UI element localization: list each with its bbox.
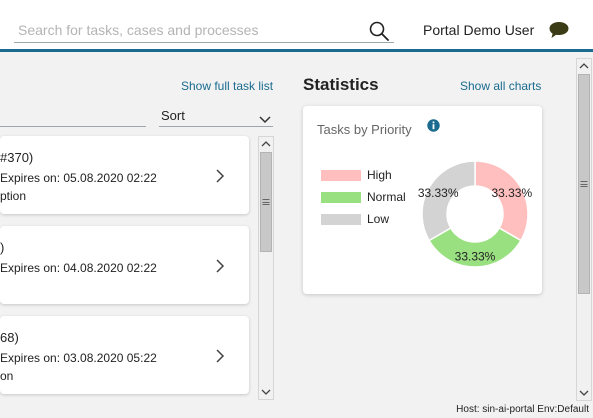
legend-label: High bbox=[367, 168, 392, 182]
chart-title: Tasks by Priority bbox=[317, 122, 412, 137]
task-expiry: Expires on: 04.08.2020 02:22 bbox=[0, 261, 157, 275]
scroll-down-arrow[interactable] bbox=[577, 386, 591, 400]
show-all-charts-link[interactable]: Show all charts bbox=[460, 79, 542, 93]
chevron-down-icon bbox=[259, 112, 271, 124]
scroll-thumb[interactable] bbox=[578, 74, 590, 294]
task-expiry: Expires on: 03.08.2020 05:22 bbox=[0, 351, 157, 365]
scroll-thumb[interactable] bbox=[260, 152, 272, 252]
scroll-up-arrow[interactable] bbox=[577, 59, 591, 73]
host-env-info: Host: sin-ai-portal Env:Default bbox=[456, 404, 589, 415]
donut-slice-high[interactable] bbox=[474, 160, 529, 242]
chat-icon[interactable] bbox=[548, 20, 570, 40]
donut-label-low: 33.33% bbox=[418, 186, 459, 200]
task-title: 68) bbox=[0, 330, 19, 345]
show-full-task-list-link[interactable]: Show full task list bbox=[181, 79, 274, 93]
info-icon[interactable] bbox=[427, 119, 440, 132]
task-list-scrollbar[interactable] bbox=[258, 136, 274, 400]
chevron-right-icon[interactable] bbox=[214, 348, 226, 364]
task-title: ) bbox=[0, 240, 5, 255]
task-card[interactable]: ) Expires on: 04.08.2020 02:22 bbox=[0, 226, 249, 304]
chevron-right-icon[interactable] bbox=[214, 168, 226, 184]
task-filter-input[interactable] bbox=[0, 126, 146, 127]
user-name[interactable]: Portal Demo User bbox=[423, 22, 535, 38]
legend-label: Low bbox=[367, 212, 390, 226]
search-icon[interactable] bbox=[368, 20, 390, 42]
page-scrollbar[interactable] bbox=[576, 58, 592, 401]
donut-slice-normal[interactable] bbox=[428, 226, 522, 268]
legend-swatch bbox=[321, 214, 361, 225]
global-search-input[interactable] bbox=[14, 17, 394, 43]
sort-select[interactable]: Sort bbox=[159, 106, 273, 127]
task-expiry: Expires on: 05.08.2020 02:22 bbox=[0, 171, 157, 185]
legend-label: Normal bbox=[367, 190, 406, 204]
scroll-down-arrow[interactable] bbox=[259, 385, 273, 399]
task-list: #370) Expires on: 05.08.2020 02:22 ption… bbox=[0, 133, 258, 401]
donut-label-high: 33.33% bbox=[491, 186, 532, 200]
task-description: ption bbox=[0, 189, 27, 203]
donut-slice-low[interactable] bbox=[421, 160, 476, 242]
sort-label: Sort bbox=[161, 108, 185, 123]
donut-label-normal: 33.33% bbox=[455, 250, 496, 264]
statistics-title: Statistics bbox=[303, 75, 379, 94]
task-title: #370) bbox=[0, 150, 34, 165]
donut-chart[interactable]: 33.33% 33.33% 33.33% bbox=[415, 154, 535, 274]
task-card[interactable]: #370) Expires on: 05.08.2020 02:22 ption bbox=[0, 136, 249, 214]
legend-swatch bbox=[321, 192, 361, 203]
top-header: Portal Demo User bbox=[0, 0, 593, 52]
legend-swatch bbox=[321, 170, 361, 181]
task-card[interactable]: 68) Expires on: 03.08.2020 05:22 on bbox=[0, 316, 249, 394]
chevron-right-icon[interactable] bbox=[214, 258, 226, 274]
scroll-up-arrow[interactable] bbox=[259, 137, 273, 151]
task-description: on bbox=[0, 369, 14, 383]
chart-card: Tasks by Priority High Normal Low 33.33% 33… bbox=[303, 106, 542, 294]
